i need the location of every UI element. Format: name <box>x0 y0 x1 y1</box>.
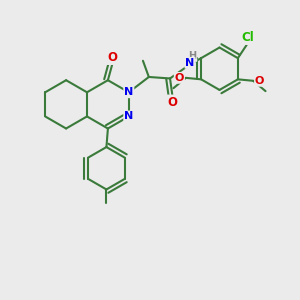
Text: O: O <box>107 51 117 64</box>
Text: H: H <box>188 51 196 61</box>
Text: N: N <box>185 58 195 68</box>
Text: O: O <box>175 73 184 83</box>
Text: N: N <box>124 111 134 122</box>
Text: O: O <box>167 95 177 109</box>
Text: N: N <box>124 87 134 97</box>
Text: O: O <box>255 76 264 86</box>
Text: Cl: Cl <box>242 31 254 44</box>
